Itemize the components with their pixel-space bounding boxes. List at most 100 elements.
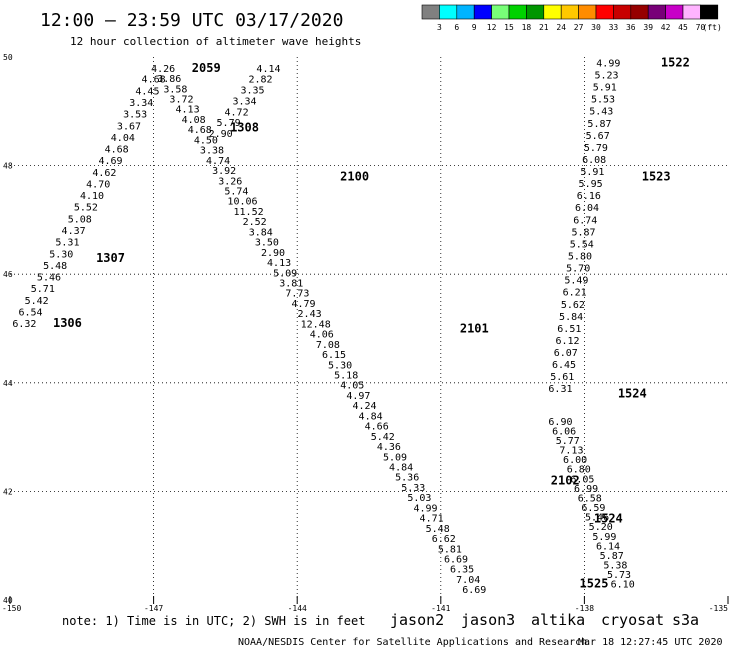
- colorbar-swatch: [595, 4, 614, 20]
- wave-height-value: 12.48: [301, 319, 331, 330]
- wave-height-value: 10.06: [227, 197, 257, 208]
- time-label: 2101: [460, 322, 489, 336]
- credit-line: NOAA/NESDIS Center for Satellite Applica…: [238, 637, 587, 648]
- wave-height-value: 5.71: [31, 284, 55, 295]
- satellite-cryosat: cryosat: [601, 611, 664, 629]
- colorbar-label: 45: [678, 23, 688, 32]
- colorbar-label: 15: [504, 23, 514, 32]
- wave-height-value: 4.74: [206, 156, 230, 167]
- x-tick-label: -138: [575, 604, 594, 613]
- colorbar-swatch: [543, 4, 562, 20]
- y-tick-label: 48: [3, 162, 13, 171]
- wave-height-value: 6.14: [596, 541, 620, 552]
- y-tick-label: 44: [3, 379, 13, 388]
- wave-height-value: 3.92: [212, 166, 236, 177]
- colorbar-swatch: [456, 4, 475, 20]
- y-tick-label: 46: [3, 270, 13, 279]
- satellite-jason2: jason2: [390, 611, 444, 629]
- colorbar-label: 39: [643, 23, 653, 32]
- wave-height-value: 3.34: [232, 96, 256, 107]
- satellite-altika: altika: [531, 611, 585, 629]
- y-tick-label: 50: [3, 53, 13, 62]
- wave-height-value: 6.00: [563, 455, 587, 466]
- colorbar-unit: (ft): [703, 23, 722, 32]
- wave-height-value: 5.23: [595, 70, 619, 81]
- wave-height-value: 5.08: [68, 214, 92, 225]
- wave-height-value: 6.04: [575, 203, 599, 214]
- colorbar-swatch: [647, 4, 666, 20]
- wave-height-value: 4.84: [389, 462, 413, 473]
- x-tick-label: -150: [2, 604, 21, 613]
- grid: [9, 57, 729, 604]
- colorbar-label: 42: [661, 23, 671, 32]
- wave-height-value: 4.70: [86, 179, 110, 190]
- wave-height-value: 5.20: [589, 522, 613, 533]
- wave-height-value: 3.81: [279, 279, 303, 290]
- wave-height-value: 4.66: [365, 422, 389, 433]
- wave-height-value: 6.15: [322, 350, 346, 361]
- wave-height-value: 5.87: [587, 119, 611, 130]
- x-tick-label: -135: [709, 604, 728, 613]
- time-label: 1523: [642, 169, 671, 183]
- wave-height-value: 5.46: [37, 273, 61, 284]
- colorbar-label: 9: [472, 23, 477, 32]
- wave-height-value: 5.18: [334, 370, 358, 381]
- colorbar-swatch: [508, 4, 527, 20]
- time-label: 1525: [580, 577, 609, 591]
- wave-height-value: 6.12: [556, 336, 580, 347]
- wave-height-value: 2.90: [209, 129, 233, 140]
- wave-height-value: 5.80: [568, 251, 592, 262]
- colorbar-swatch: [613, 4, 632, 20]
- wave-height-value: 5.30: [328, 360, 352, 371]
- wave-height-value: 5.36: [395, 473, 419, 484]
- wave-height-value: 6.06: [552, 426, 576, 437]
- wave-height-value: 6.35: [450, 565, 474, 576]
- wave-height-value: 4.06: [310, 330, 334, 341]
- y-tick-label: 40: [3, 596, 13, 605]
- wave-height-value: 5.52: [74, 203, 98, 214]
- wave-height-value: 2.90: [261, 248, 285, 259]
- wave-height-value: 3.72: [169, 95, 193, 106]
- time-label: 1307: [96, 251, 125, 265]
- time-label: 1308: [230, 121, 259, 135]
- wave-height-value: 6.21: [563, 288, 587, 299]
- wave-height-value: 5.53: [591, 95, 615, 106]
- wave-height-value: 4.72: [225, 107, 249, 118]
- wave-height-value: 4.68: [105, 145, 129, 156]
- wave-height-value: 6.69: [462, 585, 486, 596]
- wave-height-value: 4.05: [340, 381, 364, 392]
- wave-height-value: 5.48: [43, 261, 67, 272]
- colorbar-label: 6: [454, 23, 459, 32]
- wave-height-value: 3.26: [218, 176, 242, 187]
- wave-height-value: 5.09: [383, 452, 407, 463]
- wave-height-value: 5.79: [217, 118, 241, 129]
- y-tick-labels: 40 42 44 46 48 50: [3, 53, 13, 605]
- wave-height-value: 4.99: [596, 58, 620, 69]
- wave-height-value: 6.74: [573, 215, 597, 226]
- wave-height-value: 6.69: [444, 554, 468, 565]
- wave-height-value: 5.43: [589, 107, 613, 118]
- wave-height-value: 5.48: [426, 524, 450, 535]
- wave-height-value: 5.87: [600, 551, 624, 562]
- wave-height-value: 4.68: [142, 75, 166, 86]
- wave-height-value: 6.45: [552, 360, 576, 371]
- time-label: 1524: [594, 512, 623, 526]
- satellite-s3a: s3a: [672, 611, 699, 629]
- wave-height-value: 3.35: [240, 86, 264, 97]
- chart-title: 12:00 – 23:59 UTC 03/17/2020: [40, 10, 343, 31]
- colorbar-swatch: [560, 4, 579, 20]
- wave-height-value: 3.67: [117, 121, 141, 132]
- wave-height-value: 4.14: [256, 64, 280, 75]
- satellite-jason3: jason3: [461, 611, 515, 629]
- colorbar-label: 30: [591, 23, 601, 32]
- wave-height-value: 6.32: [12, 319, 36, 330]
- timestamp: Mar 18 12:27:45 UTC 2020: [578, 637, 723, 648]
- wave-height-value: 6.80: [567, 465, 591, 476]
- wave-height-value: 5.46: [585, 513, 609, 524]
- wave-height-value: 5.84: [559, 312, 583, 323]
- colorbar-swatch: [421, 4, 440, 20]
- wave-height-value: 5.70: [566, 264, 590, 275]
- wave-height-value: 5.42: [25, 296, 49, 307]
- x-tick-label: -141: [431, 604, 450, 613]
